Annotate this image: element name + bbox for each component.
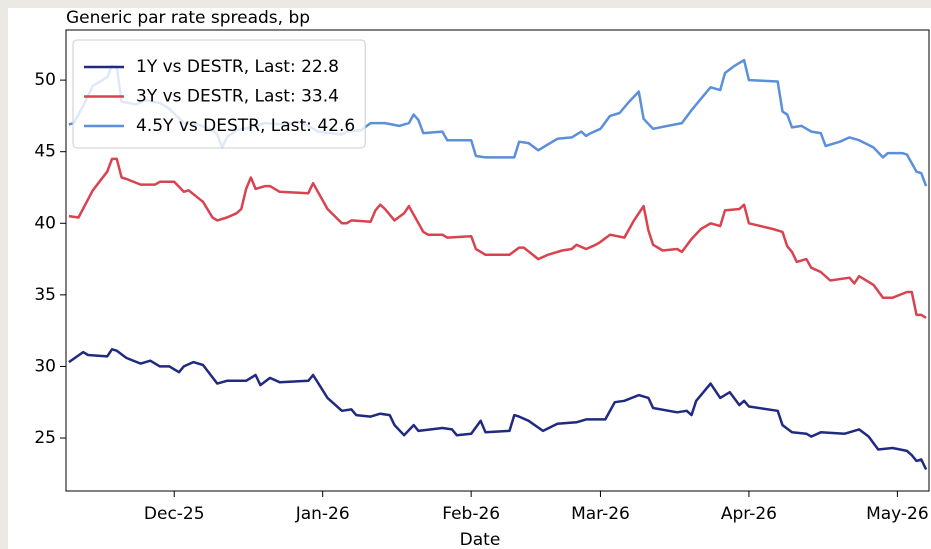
legend-box	[72, 39, 366, 149]
legend-label: 3Y vs DESTR, Last: 33.4	[136, 87, 339, 107]
series-line	[68, 157, 927, 319]
y-tick-label: 30	[34, 356, 56, 376]
y-tick-label: 50	[34, 70, 56, 90]
y-tick-label: 35	[34, 285, 56, 305]
y-tick-label: 25	[34, 428, 56, 448]
chart-title: Generic par rate spreads, bp	[66, 8, 310, 28]
y-tick-label: 45	[34, 142, 56, 162]
x-tick-label: Jan-26	[295, 504, 350, 524]
x-tick-label: Mar-26	[571, 504, 630, 524]
x-tick-label: Feb-26	[442, 504, 500, 524]
legend-label: 4.5Y vs DESTR, Last: 42.6	[136, 116, 355, 136]
series-line	[68, 348, 928, 471]
x-tick-label: May-26	[866, 504, 929, 524]
x-axis-label: Date	[460, 530, 501, 549]
legend-label: 1Y vs DESTR, Last: 22.8	[136, 57, 339, 77]
x-tick-label: Dec-25	[144, 504, 205, 524]
legend: 1Y vs DESTR, Last: 22.8 3Y vs DESTR, Last…	[72, 39, 366, 149]
y-tick-label: 40	[34, 213, 56, 233]
x-tick-label: Apr-26	[721, 504, 777, 524]
plot-frame	[65, 29, 930, 492]
